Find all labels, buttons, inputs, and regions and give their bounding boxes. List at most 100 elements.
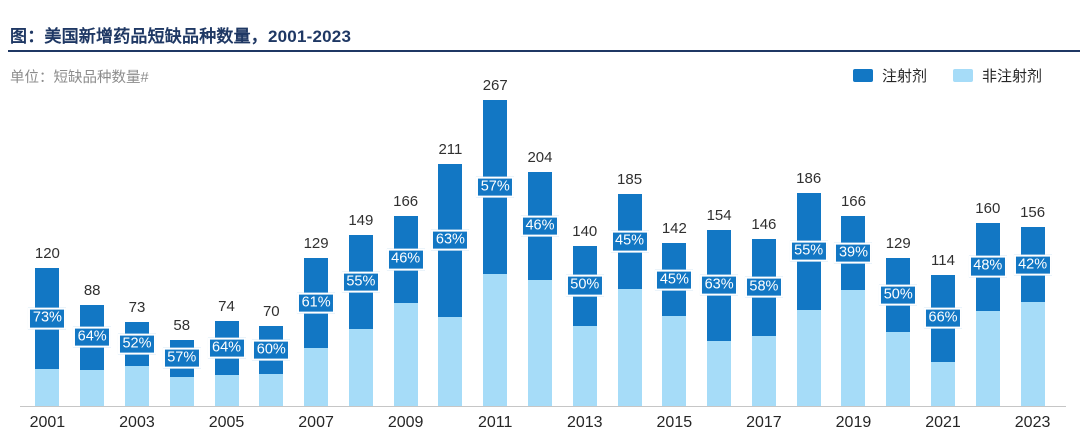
pct-label: 57% [162,347,201,370]
total-label: 166 [393,192,419,210]
x-axis-line [20,406,1066,407]
stacked-bar [304,258,329,406]
bar-slot: 142 45% 2015 [652,96,697,431]
stacked-bar [931,275,956,406]
bar-slot: 156 42% 2023 [1010,96,1055,431]
total-label: 149 [348,212,374,230]
bar-slot: 166 46% 2009 [383,96,428,431]
non-injection-segment [124,365,149,406]
year-tick-label: 2009 [387,414,424,431]
bar-slot: 114 66% 2021 [921,96,966,431]
non-injection-swatch-icon [952,69,973,82]
non-injection-segment [527,279,552,406]
pct-label: 66% [924,307,963,330]
injection-swatch-icon [852,69,873,82]
total-label: 204 [527,149,553,167]
stacked-bar [393,215,418,406]
non-injection-segment [796,310,821,406]
pct-label: 39% [834,242,873,264]
non-injection-segment [975,310,1000,406]
stacked-bar [438,164,463,406]
bar-slot: 146 58% 2017 [742,96,787,431]
legend-item-non-injection: 非注射剂 [952,65,1042,86]
non-injection-segment [438,316,463,406]
bar-slot: 88 64% [70,96,115,406]
bar-slot: 204 46% [518,96,563,406]
pct-label: 58% [744,276,783,298]
legend-label-non-injection: 非注射剂 [981,68,1042,85]
total-label: 88 [83,282,101,300]
bar-slot: 70 60% [249,96,294,406]
year-tick-label: 2017 [746,414,782,431]
total-label: 70 [262,302,280,320]
stacked-bar [527,172,552,406]
pct-label: 73% [28,308,67,330]
stacked-bar [617,193,642,406]
year-tick-label: 2003 [119,414,155,431]
year-tick-label: 2015 [656,414,693,431]
non-injection-segment [80,369,105,406]
total-label: 185 [617,170,643,188]
stacked-bar [483,100,508,406]
pct-label: 45% [610,231,649,253]
non-injection-segment [348,329,373,406]
total-label: 186 [796,169,822,187]
unit-label: 单位：短缺品种数量# [10,70,149,86]
stacked-bar [662,243,687,406]
stacked-bar [80,305,105,406]
bar-slot: 154 63% [697,96,742,406]
total-label: 74 [218,298,235,316]
stacked-bar [1020,227,1045,406]
pct-label: 46% [386,248,425,271]
year-tick-label: 2005 [208,414,245,431]
legend-item-injection: 注射剂 [852,65,927,86]
total-label: 129 [303,235,329,253]
legend-label-injection: 注射剂 [881,68,927,85]
pct-label: 52% [117,333,156,355]
stacked-bar [707,229,732,406]
bar-slot: 166 39% 2019 [831,96,876,431]
stacked-bar [886,258,911,406]
total-label: 211 [438,141,463,159]
total-label: 142 [661,220,687,238]
pct-label: 50% [565,275,604,297]
pct-label: 63% [700,274,739,296]
pct-label: 42% [1013,254,1052,276]
bar-slot: 186 55% [786,96,831,406]
non-injection-segment [393,303,418,406]
bar-slot: 140 50% 2013 [562,96,607,431]
year-tick-label: 2021 [925,414,961,431]
non-injection-segment [751,335,776,406]
non-injection-segment [617,289,642,406]
bar-slot: 267 57% 2011 [473,77,518,431]
non-injection-segment [886,332,911,406]
non-injection-segment [1020,302,1045,406]
year-tick-label: 2001 [29,414,66,431]
year-tick-label: 2013 [566,414,603,431]
total-label: 160 [975,199,1001,217]
bar-slot: 129 50% [876,96,921,406]
bar-slot: 120 73% 2001 [25,96,70,431]
pct-label: 61% [297,292,336,314]
total-label: 129 [885,235,911,253]
year-tick-label: 2019 [835,414,872,431]
non-injection-segment [35,368,60,406]
non-injection-segment [483,274,508,406]
pct-label: 50% [879,284,918,306]
plot-area: 120 73% 2001 88 64% 73 52% 2003 58 57% 74 64% 2005 70… [25,77,1055,431]
stacked-bar [259,325,284,406]
bar-slot: 74 64% 2005 [204,96,249,431]
bar-slot: 160 48% [965,96,1010,406]
pct-label: 55% [341,271,380,293]
legend: 注射剂 非注射剂 [852,65,1042,86]
bar-slot: 129 61% 2007 [294,96,339,431]
pct-label: 55% [789,240,828,263]
total-label: 73 [128,299,146,317]
non-injection-segment [214,375,239,406]
total-label: 156 [1020,204,1046,222]
stacked-bar [751,238,776,406]
stacked-bar [975,222,1000,406]
pct-label: 64% [207,337,246,359]
pct-label: 48% [968,256,1007,278]
